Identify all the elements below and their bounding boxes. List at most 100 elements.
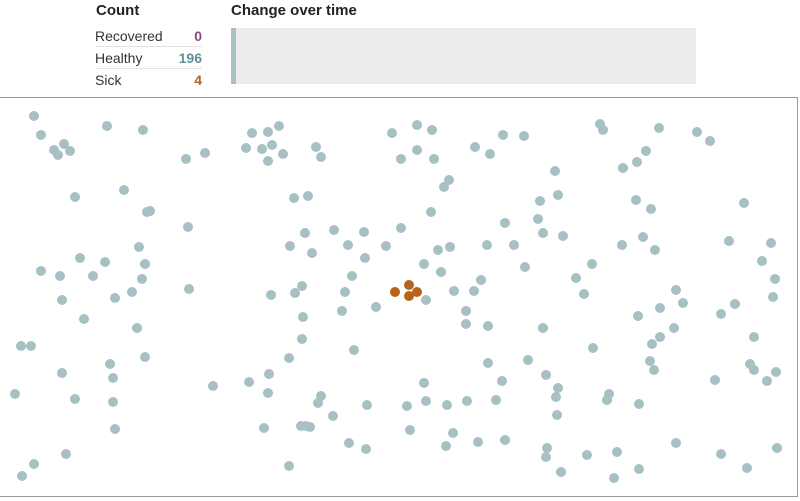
healthy-dot <box>634 464 644 474</box>
healthy-dot <box>771 367 781 377</box>
healthy-dot <box>297 281 307 291</box>
healthy-dot <box>473 437 483 447</box>
healthy-dot <box>274 121 284 131</box>
healthy-dot <box>705 136 715 146</box>
healthy-dot <box>298 312 308 322</box>
healthy-dot <box>263 156 273 166</box>
healthy-dot <box>470 142 480 152</box>
healthy-dot <box>553 190 563 200</box>
healthy-dot <box>75 253 85 263</box>
healthy-dot <box>498 130 508 140</box>
healthy-dot <box>634 399 644 409</box>
healthy-dot <box>762 376 772 386</box>
healthy-dot <box>588 343 598 353</box>
healthy-dot <box>553 383 563 393</box>
healthy-dot <box>485 149 495 159</box>
healthy-dot <box>110 424 120 434</box>
healthy-dot <box>587 259 597 269</box>
healthy-dot <box>671 285 681 295</box>
healthy-dot <box>500 435 510 445</box>
healthy-dot <box>137 274 147 284</box>
healthy-dot <box>520 262 530 272</box>
healthy-dot <box>140 352 150 362</box>
healthy-dot <box>259 423 269 433</box>
healthy-dot <box>61 449 71 459</box>
healthy-dot <box>17 471 27 481</box>
healthy-dot <box>444 175 454 185</box>
healthy-dot <box>70 394 80 404</box>
healthy-dot <box>303 191 313 201</box>
healthy-dot <box>247 128 257 138</box>
healthy-dot <box>329 225 339 235</box>
healthy-dot <box>59 139 69 149</box>
healthy-dot <box>439 182 449 192</box>
healthy-dot <box>10 389 20 399</box>
healthy-dot <box>497 376 507 386</box>
count-row-healthy: Healthy 196 <box>95 47 202 69</box>
healthy-dot <box>742 463 752 473</box>
change-over-time-chart <box>231 28 696 84</box>
healthy-dot <box>138 125 148 135</box>
healthy-dot <box>617 240 627 250</box>
healthy-dot <box>550 166 560 176</box>
healthy-dot <box>426 207 436 217</box>
healthy-dot <box>739 198 749 208</box>
healthy-dot <box>649 365 659 375</box>
healthy-dot <box>749 365 759 375</box>
healthy-dot <box>461 319 471 329</box>
healthy-dot <box>55 271 65 281</box>
sick-dot <box>404 280 414 290</box>
healthy-dot <box>181 154 191 164</box>
healthy-dot <box>598 125 608 135</box>
healthy-dot <box>618 163 628 173</box>
healthy-dot <box>127 287 137 297</box>
healthy-dot <box>349 345 359 355</box>
healthy-dot <box>509 240 519 250</box>
count-value-recovered: 0 <box>194 27 202 44</box>
healthy-dot <box>70 192 80 202</box>
healthy-dot <box>469 286 479 296</box>
healthy-dot <box>419 259 429 269</box>
healthy-dot <box>29 459 39 469</box>
count-value-sick: 4 <box>194 71 202 88</box>
healthy-dot <box>582 450 592 460</box>
sick-dot <box>404 291 414 301</box>
healthy-dot <box>551 392 561 402</box>
healthy-dot <box>433 245 443 255</box>
healthy-dot <box>449 286 459 296</box>
healthy-dot <box>361 444 371 454</box>
healthy-dot <box>396 223 406 233</box>
healthy-dot <box>36 130 46 140</box>
healthy-dot <box>602 395 612 405</box>
count-row-recovered: Recovered 0 <box>95 25 202 47</box>
count-label-sick: Sick <box>95 71 122 88</box>
healthy-dot <box>108 397 118 407</box>
healthy-dot <box>757 256 767 266</box>
healthy-dot <box>482 240 492 250</box>
healthy-dot <box>290 288 300 298</box>
healthy-dot <box>289 193 299 203</box>
healthy-dot <box>362 400 372 410</box>
healthy-dot <box>344 438 354 448</box>
healthy-dot <box>244 377 254 387</box>
change-over-time-title: Change over time <box>231 2 357 19</box>
healthy-dot <box>65 146 75 156</box>
healthy-dot <box>284 461 294 471</box>
healthy-dot <box>538 228 548 238</box>
healthy-dot <box>16 341 26 351</box>
count-row-sick: Sick 4 <box>95 69 202 90</box>
healthy-dot <box>612 447 622 457</box>
healthy-dot <box>633 311 643 321</box>
healthy-dot <box>340 287 350 297</box>
healthy-dot <box>264 369 274 379</box>
healthy-dot <box>556 467 566 477</box>
healthy-dot <box>359 227 369 237</box>
healthy-dot <box>476 275 486 285</box>
healthy-dot <box>523 355 533 365</box>
healthy-dot <box>772 443 782 453</box>
healthy-dot <box>724 236 734 246</box>
healthy-dot <box>110 293 120 303</box>
healthy-dot <box>638 232 648 242</box>
healthy-dot <box>328 411 338 421</box>
change-over-time-healthy-bar <box>231 28 236 84</box>
